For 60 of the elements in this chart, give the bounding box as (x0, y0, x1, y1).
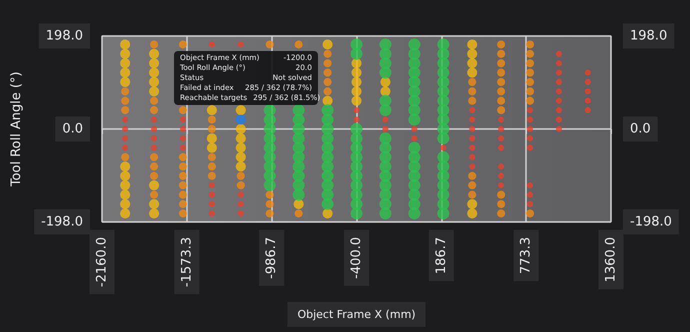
point (120, 190, 130, 200)
point (120, 77, 130, 88)
point (120, 199, 130, 210)
x-tick-label: 1360.0 (604, 236, 618, 282)
point (149, 77, 160, 88)
y-tick-label: 198.0 (46, 28, 83, 44)
point (380, 86, 390, 96)
point (322, 208, 333, 218)
point (120, 180, 130, 190)
y2-tick-label: 0.0 (630, 121, 651, 136)
point (149, 58, 160, 68)
point (120, 208, 130, 218)
point (236, 114, 246, 125)
point (206, 133, 217, 144)
point (467, 68, 478, 78)
x-tick-label: -1573.3 (179, 236, 194, 288)
point (467, 39, 478, 50)
point (467, 48, 478, 59)
point (467, 199, 478, 210)
point (352, 68, 362, 78)
point (236, 133, 246, 144)
point (352, 77, 362, 88)
x-tick-label: -2160.0 (94, 236, 110, 288)
point (236, 152, 246, 162)
point (120, 58, 130, 68)
y-tick-label: 0.0 (62, 121, 83, 136)
point (352, 96, 362, 106)
point (120, 39, 130, 50)
point (236, 124, 246, 134)
point (322, 96, 333, 106)
x-tick-label: 773.3 (518, 236, 534, 274)
point (149, 48, 160, 59)
y-tick-label: -198.0 (41, 214, 83, 230)
point (149, 208, 160, 218)
point (120, 162, 130, 172)
point (120, 68, 130, 78)
point (206, 142, 217, 153)
x-axis-title: Object Frame X (mm) (297, 308, 416, 321)
point (236, 162, 246, 172)
point (294, 199, 304, 210)
point (120, 48, 130, 59)
y-axis-title: Tool Roll Angle (°) (9, 72, 24, 188)
y2-tick-label: -198.0 (630, 214, 672, 230)
point (206, 105, 217, 116)
point (149, 180, 160, 190)
point (322, 39, 333, 50)
point (149, 86, 160, 96)
point (236, 105, 246, 116)
x-tick-label: 186.7 (434, 236, 449, 274)
point (352, 86, 362, 96)
x-tick-label: -986.7 (264, 236, 280, 279)
point (467, 208, 478, 218)
point (149, 199, 160, 210)
point (467, 58, 478, 68)
point (352, 58, 362, 68)
point (236, 142, 246, 153)
point (120, 170, 130, 181)
y2-tick-label: 198.0 (630, 28, 668, 44)
x-tick-label: -400.0 (349, 236, 364, 279)
point (149, 68, 160, 78)
